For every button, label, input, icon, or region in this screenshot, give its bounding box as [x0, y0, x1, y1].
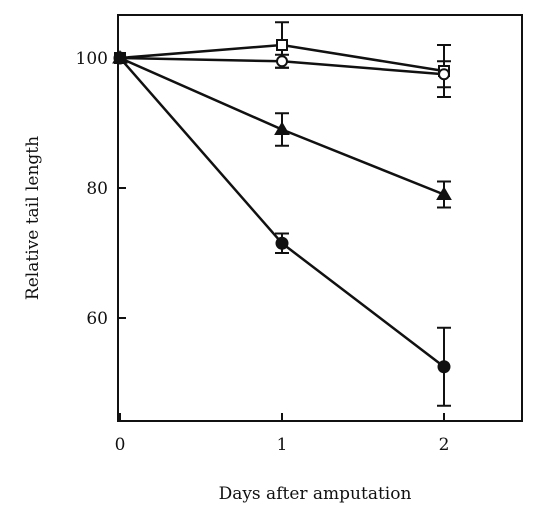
y-tick-label: 60: [86, 309, 108, 329]
data-point-triangle: [274, 121, 290, 135]
data-point-filled-circle: [113, 51, 127, 65]
data-point-square: [276, 39, 288, 51]
x-tick-label: 0: [115, 435, 126, 455]
x-tick-label: 1: [277, 435, 288, 455]
y-ticks: 60 80 100: [76, 49, 126, 329]
y-axis-label: Relative tail length: [23, 136, 43, 300]
y-tick-label: 80: [86, 179, 108, 199]
x-axis-label: Days after amputation: [219, 484, 412, 504]
series-line: [119, 57, 445, 368]
plot-frame: [117, 14, 523, 422]
x-tick-label: 2: [439, 435, 450, 455]
x-ticks: 0 1 2: [115, 413, 450, 455]
series-layer: [112, 21, 452, 407]
data-point-filled-circle: [437, 360, 451, 374]
data-point-filled-circle: [275, 236, 289, 250]
y-tick-label: 100: [76, 49, 108, 69]
data-point-open-circle: [276, 55, 288, 68]
data-point-triangle: [436, 186, 452, 200]
data-point-open-circle: [438, 68, 450, 81]
